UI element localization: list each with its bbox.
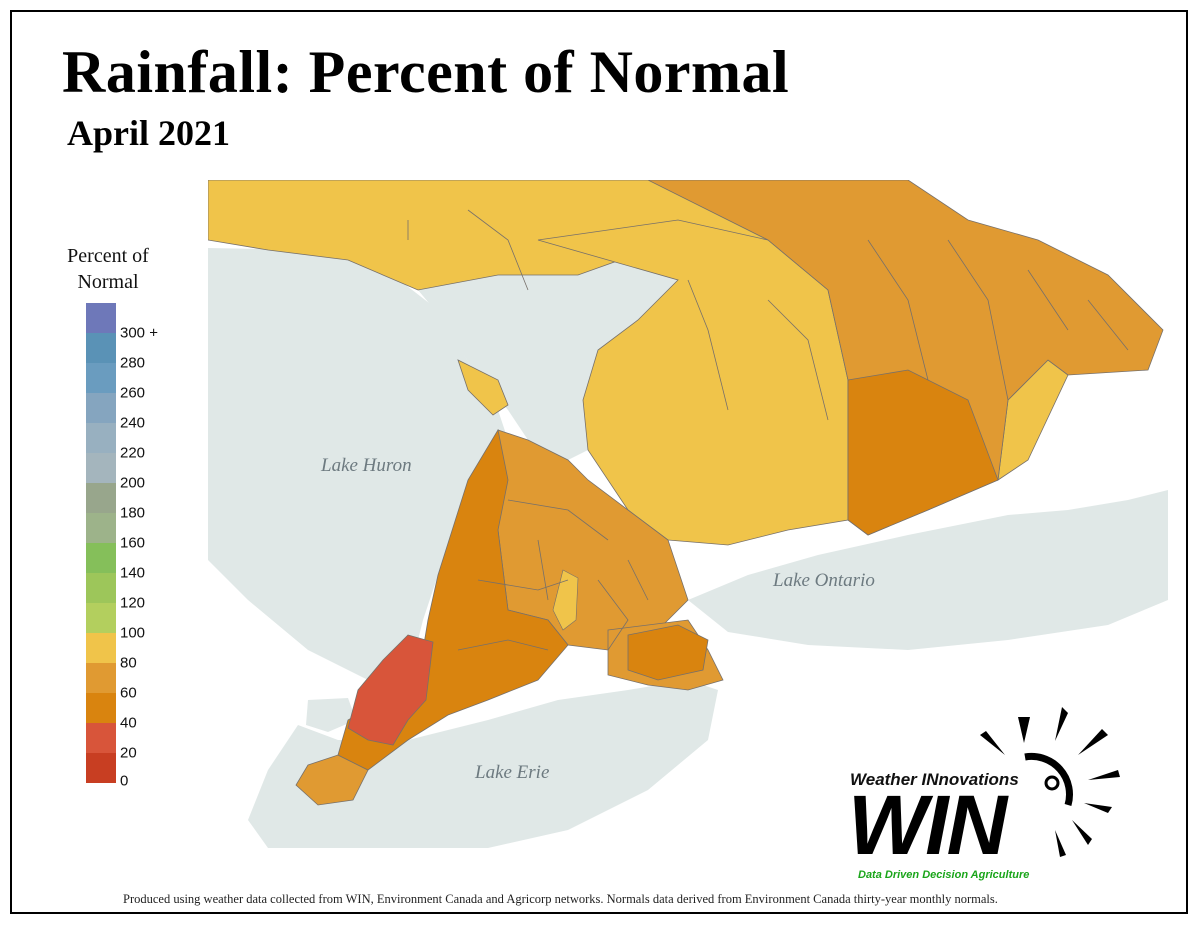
legend-label: 20 (120, 744, 137, 762)
sun-dot (1044, 775, 1060, 791)
legend-swatch (86, 303, 116, 333)
logo-main-text: WIN (848, 778, 1007, 872)
legend-swatch (86, 603, 116, 633)
legend-swatch (86, 543, 116, 573)
region-80-100-peninsula-tip (457, 359, 509, 416)
legend-swatch (86, 423, 116, 453)
region-20-40-lambton (347, 634, 434, 746)
lake-erie-water (248, 680, 718, 848)
lake-erie-label: Lake Erie (474, 762, 549, 783)
georgian-bay-water (418, 250, 678, 460)
page-title: Rainfall: Percent of Normal (62, 39, 790, 105)
sun-icon (980, 707, 1120, 857)
legend-swatch (86, 333, 116, 363)
footnote: Produced using weather data collected fr… (123, 892, 998, 906)
legend-swatch (86, 573, 116, 603)
boundary-line (867, 239, 1009, 401)
legend-label: 80 (120, 654, 137, 672)
boundary-line (1027, 269, 1129, 351)
sun-ray (1072, 820, 1092, 845)
boundary-line (477, 499, 609, 591)
sun-ray (1055, 830, 1066, 857)
legend-label: 240 (120, 414, 146, 432)
boundary-line (687, 279, 829, 421)
legend-swatch (86, 483, 116, 513)
lake-huron-water (208, 248, 508, 680)
win-logo: Weather INnovations WIN Data Driven Deci… (840, 705, 1140, 890)
lake-ontario-water (688, 490, 1168, 650)
page-subtitle: April 2021 (67, 113, 231, 153)
sun-ray (980, 731, 1005, 755)
sun-arc (1024, 752, 1073, 806)
region-40-60-haldimand (627, 624, 709, 681)
legend-swatch (86, 453, 116, 483)
sun-ray (1055, 707, 1068, 741)
county-boundaries (407, 209, 1129, 651)
legend-swatch (86, 633, 116, 663)
legend-swatch (86, 663, 116, 693)
boundary-line (407, 209, 529, 291)
logo-tagline: Data Driven Decision Agriculture (858, 869, 1030, 881)
lake-st-clair-water (306, 698, 356, 732)
legend-label: 300 + (120, 324, 158, 342)
legend-label: 120 (120, 594, 146, 612)
legend-swatch (86, 363, 116, 393)
legend-label: 180 (120, 504, 146, 522)
lake-ontario-label: Lake Ontario (772, 570, 875, 591)
sun-ray (1088, 770, 1120, 780)
legend-title-line2: Normal (77, 271, 139, 293)
region-60-80-east (647, 180, 1164, 536)
legend-title: Percent of Normal (48, 243, 168, 295)
legend-label: 220 (120, 444, 146, 462)
legend-swatch (86, 513, 116, 543)
legend-label: 60 (120, 684, 137, 702)
logo-top-text: Weather INnovations (850, 770, 1019, 789)
legend-label: 260 (120, 384, 146, 402)
boundary-line (457, 539, 549, 651)
sun-ray (1084, 803, 1112, 813)
legend-label: 200 (120, 474, 146, 492)
legend-label: 140 (120, 564, 146, 582)
sun-ray (1018, 717, 1030, 743)
legend-label: 280 (120, 354, 146, 372)
legend-color-bar (86, 303, 116, 783)
legend-label: 160 (120, 534, 146, 552)
legend-label: 0 (120, 772, 129, 790)
legend-label: 100 (120, 624, 146, 642)
boundary-line (597, 559, 649, 651)
legend-title-line1: Percent of (67, 245, 149, 267)
region-80-100-waterloo (552, 569, 579, 631)
legend-swatch (86, 693, 116, 723)
legend-swatch (86, 723, 116, 753)
region-40-60-east-ridge (847, 369, 999, 536)
legend-swatch (86, 753, 116, 783)
sun-ray (1078, 729, 1108, 755)
lake-huron-label: Lake Huron (320, 455, 412, 476)
legend-label: 40 (120, 714, 137, 732)
legend-swatch (86, 393, 116, 423)
ontario-rainfall-map: Lake Huron Lake Ontario Lake Erie (208, 180, 1168, 848)
